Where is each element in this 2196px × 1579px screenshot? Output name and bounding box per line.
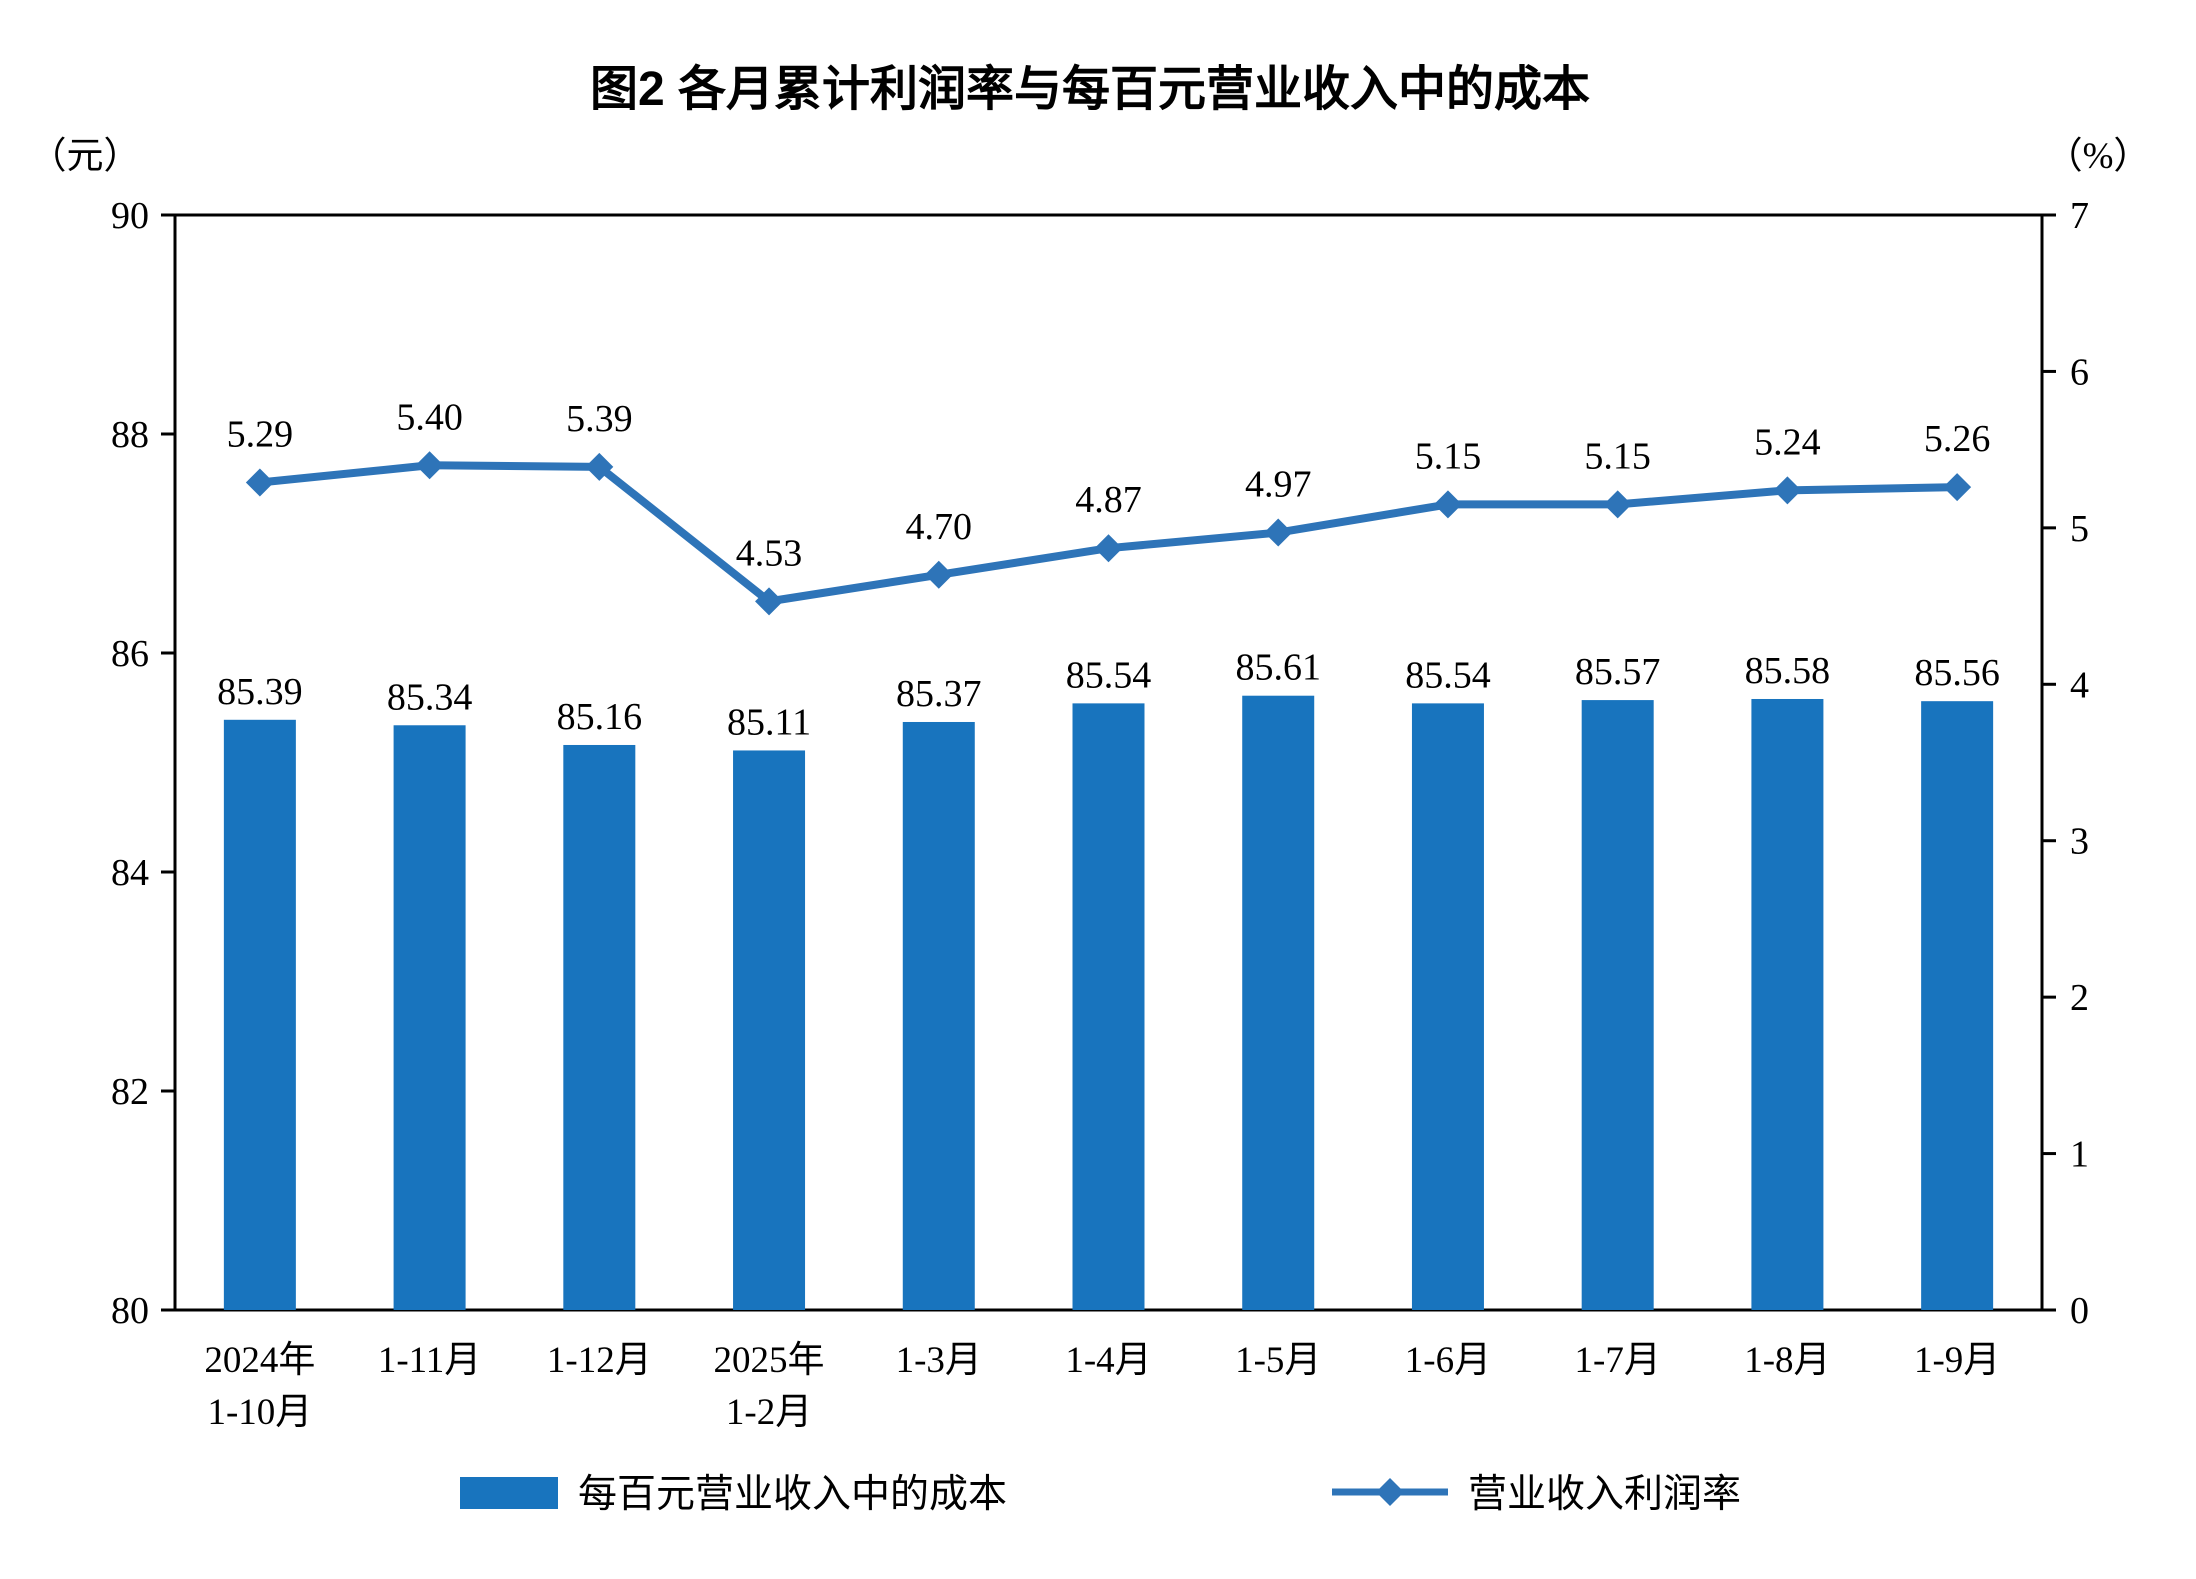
line-marker-icon <box>415 451 444 480</box>
x-tick-label: 1-5月 <box>1235 1340 1321 1381</box>
plot-area: 80 82 84 86 88 90 0 1 2 3 4 5 6 7 2024年 1-10月 1-11月 1-12月… <box>111 195 2089 1433</box>
bar <box>1411 703 1484 1310</box>
bar <box>1242 695 1315 1310</box>
bar <box>1921 701 1994 1310</box>
x-tick-label: 1-9月 <box>1914 1340 2000 1381</box>
bar-value-label: 85.61 <box>1235 647 1321 689</box>
y-tick-label-right: 0 <box>2070 1290 2089 1332</box>
x-tick-label: 1-10月 <box>207 1392 312 1433</box>
bar-value-label: 85.16 <box>557 696 643 738</box>
y-tick-label-right: 3 <box>2070 821 2089 863</box>
line-value-label: 4.97 <box>1245 464 1312 506</box>
line-marker-icon <box>755 587 784 616</box>
line-marker-icon <box>1094 534 1123 563</box>
line-marker-icon <box>1264 518 1293 547</box>
bar-value-label: 85.58 <box>1745 650 1831 692</box>
y-tick-label-right: 2 <box>2070 977 2089 1019</box>
y-tick-label-left: 82 <box>111 1071 149 1113</box>
y-tick-label-right: 7 <box>2070 195 2089 237</box>
line-value-label: 4.53 <box>736 532 803 574</box>
bar <box>223 719 296 1310</box>
line-value-label: 4.70 <box>906 506 973 548</box>
x-tick-label: 1-3月 <box>896 1340 982 1381</box>
line-marker-icon <box>1433 490 1462 519</box>
line-value-label: 5.40 <box>396 396 463 438</box>
bar <box>1581 700 1654 1310</box>
y-tick-label-left: 88 <box>111 414 149 456</box>
line-marker-icon <box>585 452 614 481</box>
x-tick-label: 1-11月 <box>378 1340 481 1381</box>
bar-value-label: 85.57 <box>1575 651 1661 693</box>
bar-value-label: 85.54 <box>1066 654 1152 696</box>
legend-line-marker-icon <box>1376 1478 1404 1506</box>
chart-title: 图2 各月累计利润率与每百元营业收入中的成本 <box>590 63 1590 116</box>
x-tick-label: 2024年 <box>204 1339 315 1381</box>
line-marker-icon <box>1603 490 1632 519</box>
legend-bar-swatch <box>460 1477 558 1509</box>
line-marker-icon <box>1943 473 1972 502</box>
line-value-label: 5.15 <box>1415 435 1482 477</box>
y-tick-label-right: 4 <box>2070 664 2089 706</box>
bar <box>393 725 466 1310</box>
line-value-label: 4.87 <box>1075 479 1142 521</box>
bar-value-label: 85.34 <box>387 676 473 718</box>
x-tick-label: 1-4月 <box>1065 1340 1151 1381</box>
bar <box>733 750 806 1310</box>
bar-value-label: 85.11 <box>727 701 811 743</box>
y-tick-label-right: 1 <box>2070 1134 2089 1176</box>
y-tick-label-left: 86 <box>111 633 149 675</box>
line-marker-icon <box>1773 476 1802 505</box>
x-tick-label: 1-7月 <box>1575 1340 1661 1381</box>
line-value-label: 5.15 <box>1584 435 1651 477</box>
y-tick-label-left: 90 <box>111 195 149 237</box>
legend: 每百元营业收入中的成本 营业收入利润率 <box>460 1473 1741 1516</box>
legend-bar-label: 每百元营业收入中的成本 <box>578 1473 1007 1516</box>
line-marker-icon <box>245 468 274 497</box>
line-value-label: 5.26 <box>1924 418 1991 460</box>
line-value-label: 5.29 <box>227 413 294 455</box>
y-tick-label-right: 5 <box>2070 508 2089 550</box>
y-tick-label-left: 84 <box>111 852 149 894</box>
bar <box>1751 698 1824 1310</box>
x-tick-label: 1-12月 <box>547 1340 652 1381</box>
line-value-label: 5.39 <box>566 398 633 440</box>
line-value-label: 5.24 <box>1754 421 1821 463</box>
bar-value-label: 85.37 <box>896 673 982 715</box>
left-axis-unit: （元） <box>30 136 141 177</box>
right-axis-unit: （%） <box>2046 136 2151 177</box>
x-tick-label: 1-8月 <box>1744 1340 1830 1381</box>
bar-value-label: 85.39 <box>217 671 303 713</box>
bar <box>563 744 636 1310</box>
line-marker-icon <box>924 560 953 589</box>
y-tick-label-left: 80 <box>111 1290 149 1332</box>
y-tick-label-right: 6 <box>2070 351 2089 393</box>
bar-value-label: 85.56 <box>1914 652 2000 694</box>
bar <box>1072 703 1145 1310</box>
legend-line-label: 营业收入利润率 <box>1468 1473 1741 1516</box>
bar <box>902 721 975 1310</box>
x-tick-label: 1-2月 <box>726 1392 812 1433</box>
x-tick-label: 1-6月 <box>1405 1340 1491 1381</box>
x-tick-label: 2025年 <box>714 1339 825 1381</box>
bar-value-label: 85.54 <box>1405 654 1491 696</box>
